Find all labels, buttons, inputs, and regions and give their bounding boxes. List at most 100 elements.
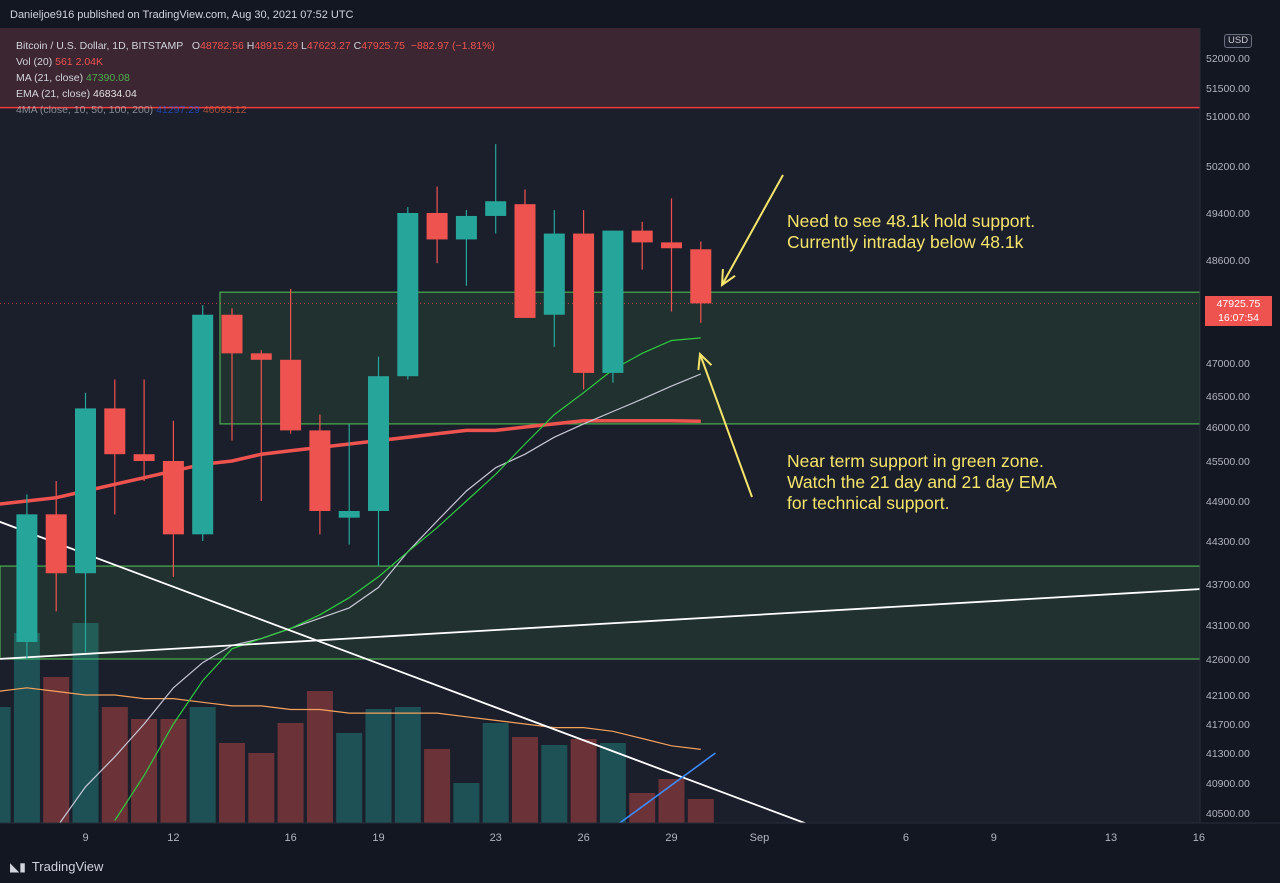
trendline (0, 520, 819, 829)
candle-body (514, 204, 536, 318)
last-price-value: 47925.75 (1216, 298, 1261, 310)
volume-bar (394, 707, 421, 823)
price-tick-label: 46000.00 (1206, 422, 1250, 434)
low-label: L (301, 40, 307, 52)
symbol-label[interactable]: Bitcoin / U.S. Dollar, 1D, BITSTAMP (16, 40, 184, 52)
tradingview-logo[interactable]: ◣▮ TradingView (10, 859, 103, 874)
change-value: −882.97 (−1.81%) (410, 40, 495, 52)
time-tick-label: 29 (665, 832, 677, 844)
price-tick-label: 43100.00 (1206, 620, 1250, 632)
time-tick-label: 16 (284, 832, 296, 844)
price-chart[interactable]: 52000.00 51500.00 51000.00 50200.00 49400.00… (0, 28, 1280, 851)
support-zone (219, 291, 1201, 425)
legend-ma-row[interactable]: MA (21, close) 47390.08 (16, 70, 495, 86)
annotation-arrow (721, 174, 784, 286)
price-tick-label: 47000.00 (1206, 358, 1250, 370)
candle-body (45, 514, 67, 574)
volume-value-1: 561 (55, 56, 73, 68)
price-tick-label: 44300.00 (1206, 536, 1250, 548)
plot-area (0, 28, 1200, 823)
volume-bar (482, 723, 509, 823)
time-tick-label: 12 (167, 832, 179, 844)
candle-body (16, 514, 38, 642)
candle-body (426, 213, 448, 240)
publish-info: Danieljoe916 published on TradingView.co… (10, 9, 354, 21)
price-tick-label: 43700.00 (1206, 579, 1250, 591)
close-label: C (353, 40, 362, 52)
candle-body (631, 230, 653, 243)
top-bar: Danieljoe916 published on TradingView.co… (0, 0, 1280, 28)
annotation-line: Currently intraday below 48.1k (787, 232, 1024, 252)
fourma-value-2: 46093.12 (202, 104, 247, 116)
bar-countdown: 16:07:54 (1218, 312, 1259, 324)
volume-label: Vol (20) (16, 56, 53, 68)
legend-ema-row[interactable]: EMA (21, close) 46834.04 (16, 86, 495, 102)
low-value: 47623.27 (306, 40, 351, 52)
price-tick-label: 51000.00 (1206, 111, 1250, 123)
trendline (0, 583, 1280, 660)
legend-volume-row[interactable]: Vol (20) 561 2.04K (16, 54, 495, 70)
volume-bar (424, 749, 451, 823)
time-tick-label: Sep (750, 832, 770, 844)
candlesticks (16, 144, 712, 659)
volume-bar (629, 793, 656, 823)
candle-body (75, 408, 96, 574)
bottom-bar: ◣▮ TradingView (0, 851, 1280, 883)
candle-body (573, 233, 595, 373)
orange-ma-line (0, 687, 701, 750)
time-tick-label: 19 (372, 832, 384, 844)
annotation-arrows (697, 174, 784, 498)
price-tick-label: 52000.00 (1206, 53, 1250, 65)
time-tick-label: 9 (991, 832, 997, 844)
candle-body (221, 314, 243, 354)
volume-bar (541, 745, 568, 823)
price-axis: 52000.00 51500.00 51000.00 50200.00 49400.00… (1199, 28, 1280, 823)
brand-label: TradingView (31, 859, 104, 874)
price-tick-label: 40500.00 (1206, 808, 1250, 820)
annotation-line: Watch the 21 day and 21 day EMA (787, 472, 1057, 492)
time-tick-label: 23 (490, 832, 502, 844)
candle-body (192, 314, 214, 535)
price-tick-label: 41700.00 (1206, 719, 1250, 731)
price-tick-label: 48600.00 (1206, 255, 1250, 267)
volume-bar (43, 677, 70, 823)
support-zones (0, 291, 1201, 660)
annotation-line: Need to see 48.1k hold support. (787, 211, 1036, 231)
volume-bars (0, 623, 714, 823)
price-tick-label: 44900.00 (1206, 496, 1250, 508)
legend-symbol-row: Bitcoin / U.S. Dollar, 1D, BITSTAMP O487… (16, 38, 495, 54)
chart-background (0, 28, 1200, 823)
price-tick-label: 46500.00 (1206, 391, 1250, 403)
volume-bar (277, 723, 304, 823)
price-tick-label: 42100.00 (1206, 690, 1250, 702)
trendline (612, 752, 716, 829)
ema-label: EMA (21, close) (16, 88, 91, 100)
currency-badge[interactable]: USD (1224, 34, 1253, 48)
volume-bar (658, 779, 685, 823)
volume-bar (248, 753, 275, 823)
annotation-line: for technical support. (787, 493, 950, 513)
volume-bar (512, 737, 538, 823)
legend-4ma-row[interactable]: 4MA (close, 10, 50, 100, 200) 41297.29 4… (16, 102, 495, 118)
volume-bar (72, 623, 99, 823)
volume-bar (160, 719, 187, 823)
volume-bar (13, 633, 40, 823)
price-tick-label: 50200.00 (1206, 161, 1250, 173)
price-tick-label: 45500.00 (1206, 456, 1250, 468)
candle-body (397, 213, 419, 377)
fourma-label: 4MA (close, 10, 50, 100, 200) (16, 104, 154, 116)
volume-bar (0, 707, 11, 823)
high-label: H (246, 40, 255, 52)
ma-21-line (55, 373, 702, 829)
volume-bar (599, 743, 626, 823)
price-axis-background (1200, 28, 1280, 823)
time-tick-label: 26 (577, 832, 589, 844)
open-label: O (191, 40, 201, 52)
time-tick-label: 6 (903, 832, 909, 844)
candle-body (485, 201, 507, 216)
annotation-arrowhead (697, 351, 713, 371)
price-tick-label: 40900.00 (1206, 778, 1250, 790)
annotation-arrow (699, 353, 753, 498)
time-tick-label: 16 (1193, 832, 1205, 844)
candle-body (250, 353, 272, 360)
